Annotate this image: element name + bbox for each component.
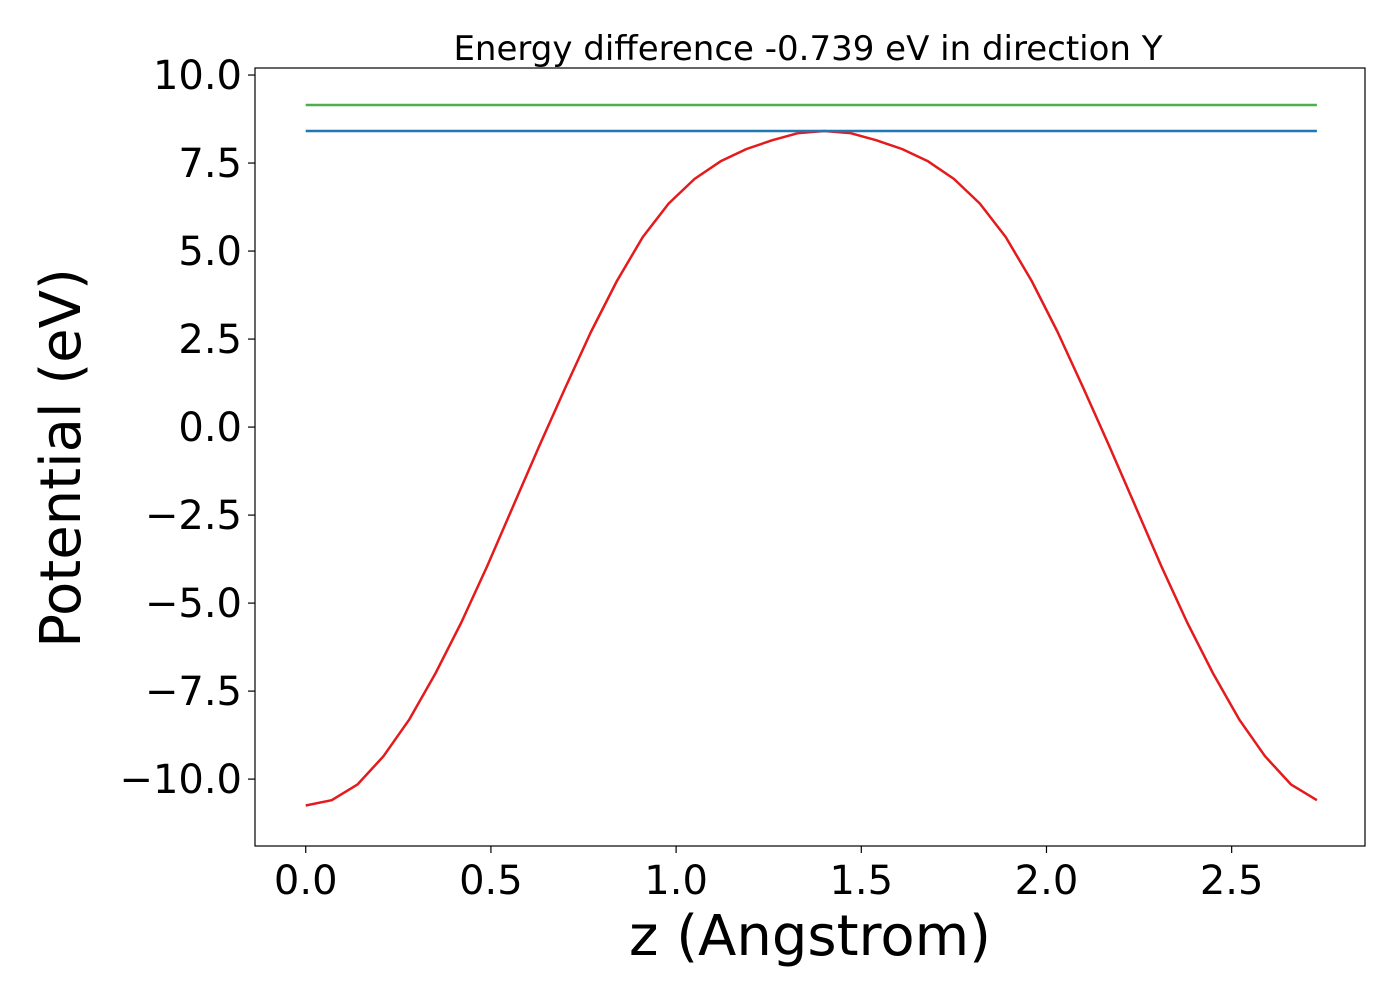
y-tick-label: 2.5 [178,317,242,363]
y-tick-label: 7.5 [178,141,242,187]
series-layer [305,103,1318,807]
y-tick-label: −2.5 [145,493,242,539]
y-axis: 10.0 7.5 5.0 2.5 0.0 −2.5 −5.0 −7.5 −10.0 [119,53,255,803]
x-tick-label: 1.0 [644,858,708,904]
y-tick-label: 0.0 [178,405,242,451]
x-tick-label: 0.0 [274,858,338,904]
plot-frame [254,67,1366,847]
y-tick-label: 5.0 [178,229,242,275]
y-tick-label: −7.5 [145,669,242,715]
y-tick-label: −5.0 [145,581,242,627]
y-tick-label: 10.0 [153,53,242,99]
y-tick-label: −10.0 [119,757,242,803]
y-axis-title: Potential (eV) [29,268,94,648]
chart-title: Energy difference -0.739 eV in direction… [453,29,1162,69]
x-tick-label: 2.0 [1015,858,1079,904]
series-line-1 [305,129,1318,807]
x-tick-label: 2.5 [1200,858,1264,904]
x-axis: 0.0 0.5 1.0 1.5 2.0 2.5 [274,846,1264,904]
x-tick-label: 1.5 [829,858,893,904]
x-axis-title: z (Angstrom) [629,904,991,969]
x-tick-label: 0.5 [459,858,523,904]
